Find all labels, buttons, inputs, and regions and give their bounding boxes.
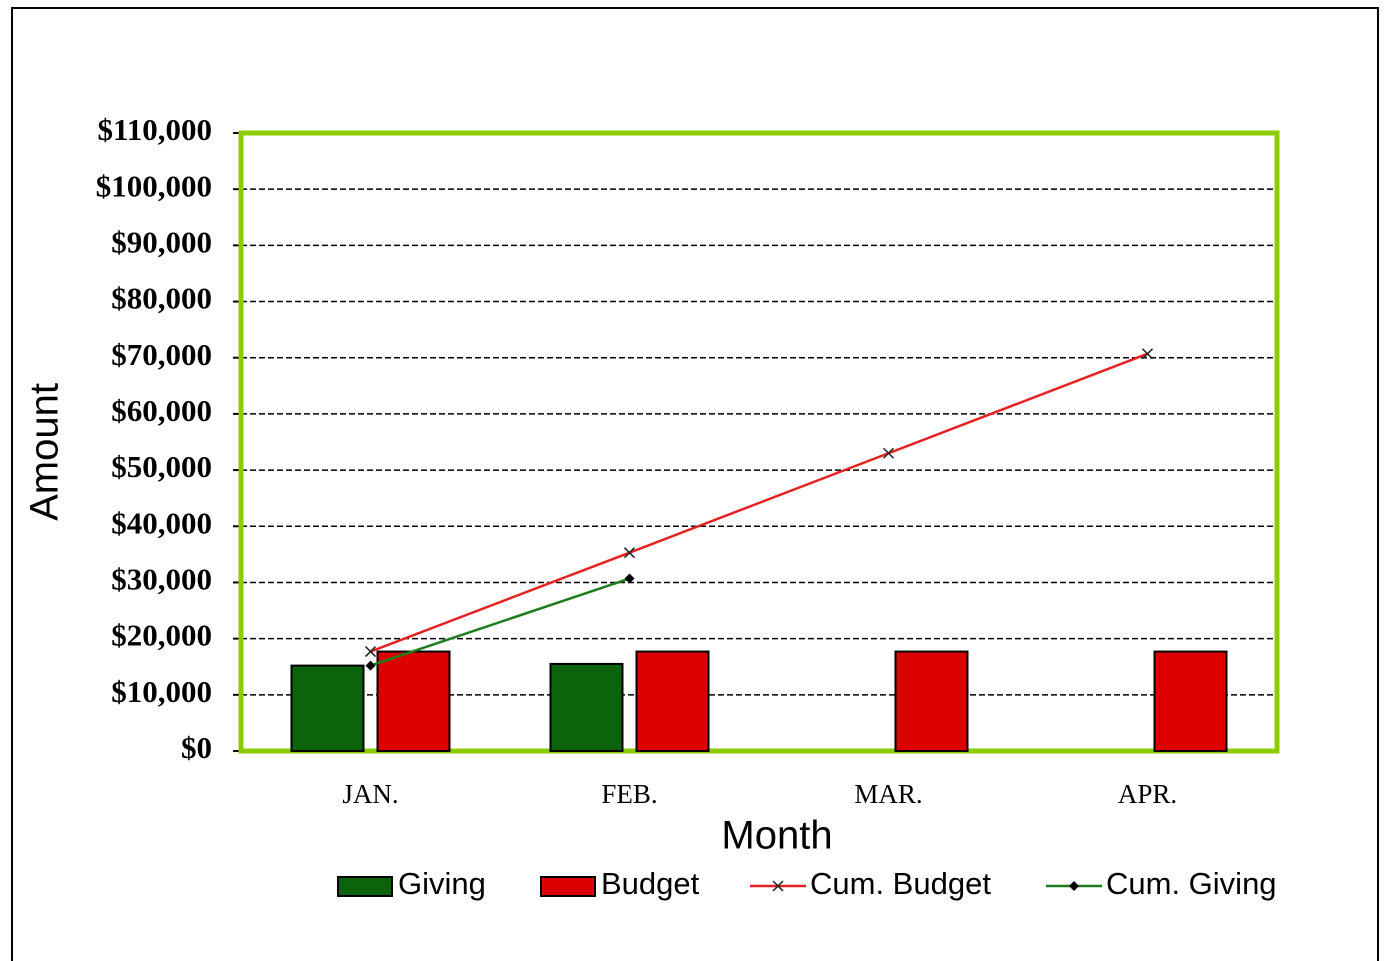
line-marker [624,573,635,584]
bar [549,662,624,752]
bar [1153,650,1228,752]
x-tick-label: APR. [1118,779,1177,809]
y-tick-label: $90,000 [111,224,212,259]
line-marker [364,646,377,658]
legend-swatch [337,876,393,897]
y-tick-label: $50,000 [111,449,212,484]
plot-border [238,130,1280,754]
x-axis-title: Month [721,814,832,858]
bar [894,650,969,752]
line-marker [1069,881,1079,891]
legend-label: Giving [398,866,486,901]
y-tick-label: $20,000 [111,618,212,653]
y-axis-title: Amount [23,383,67,521]
y-tick-label: $100,000 [96,168,212,203]
line-marker [882,447,895,459]
y-tick-label: $110,000 [97,112,212,147]
legend-swatch [540,876,596,897]
y-tick-label: $0 [181,730,212,765]
y-tick-label: $30,000 [111,562,212,597]
x-tick-label: MAR. [854,779,922,809]
y-tick-label: $60,000 [111,393,212,428]
line-marker [1141,348,1154,360]
y-tick-label: $10,000 [111,674,212,709]
legend-label: Cum. Budget [810,866,991,901]
line-marker [623,547,636,559]
x-tick-label: JAN. [342,779,398,809]
line-marker [772,880,784,892]
line-marker [365,660,376,671]
y-tick-label: $40,000 [111,505,212,540]
bar [376,650,451,752]
chart-frame [11,7,1379,961]
series-line [370,577,630,667]
x-tick-label: FEB. [601,779,657,809]
bar [635,650,710,752]
bar [290,664,365,752]
series-line [370,352,1148,653]
legend-label: Budget [601,866,700,901]
y-tick-label: $80,000 [111,281,212,316]
y-tick-label: $70,000 [111,337,212,372]
legend-label: Cum. Giving [1106,866,1277,901]
